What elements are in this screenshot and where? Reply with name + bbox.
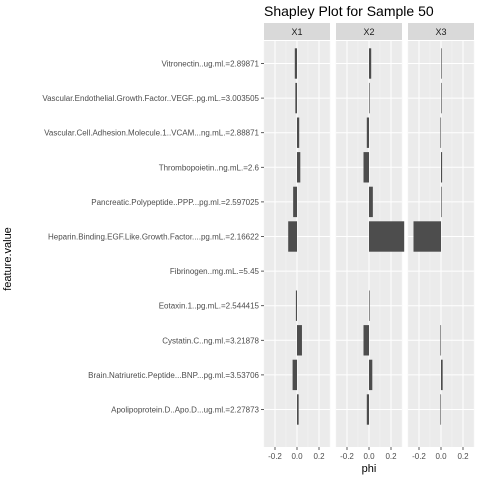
facet-panel-x2: X2 -0.2 0.0 0.2 [335,23,405,461]
bar [440,325,442,356]
bar [441,152,443,183]
x-tick-label: 0.2 [385,452,397,461]
x-tick-label: 0.0 [435,452,447,461]
bar [413,221,441,252]
facet-panel-x1: X1 -0.2 0.0 0.2 [263,23,331,461]
bar [441,48,442,79]
bar [369,221,405,252]
bar [441,359,443,391]
bar [288,221,297,252]
y-tick-label: Thrombopoietin..ng.mL.=2.6 [159,163,260,172]
y-axis-tick-labels: Vitronectin..ug.ml.=2.89871 Vascular.Endo… [42,60,264,415]
bar [440,394,442,425]
facet-strip [336,23,402,40]
y-tick-label: Fibrinogen..mg.mL.=5.45 [170,267,260,276]
bar [441,186,442,218]
facet-strip [264,23,330,40]
bar [441,82,442,114]
facet-strip-label: X3 [435,27,446,37]
x-tick-label: 0.0 [363,452,375,461]
bar [297,256,298,286]
x-tick-label: 0.0 [291,452,303,461]
bar [297,325,302,356]
y-tick-label: Vascular.Endothelial.Growth.Factor..VEGF… [42,94,259,103]
y-tick-label: Brain.Natriuretic.Peptide...BNP...pg.ml.… [88,371,259,380]
y-tick-label: Vitronectin..ug.ml.=2.89871 [162,60,260,69]
facet-panel-x3: X3 -0.2 0.0 0.2 [407,23,475,461]
bar [440,117,442,148]
bar [297,152,301,183]
bar [297,394,299,425]
y-tick-label: Vascular.Cell.Adhesion.Molecule.1..VCAM.… [44,129,259,138]
bar [363,152,369,183]
bar [295,82,297,114]
y-tick-label: Apolipoprotein.D..Apo.D...ug.ml.=2.27873 [111,406,259,415]
x-tick-label: -0.2 [268,452,282,461]
bar [369,48,372,79]
bar [441,256,442,286]
bar [295,290,297,321]
chart-title: Shapley Plot for Sample 50 [264,3,434,19]
facet-strip-label: X2 [363,27,374,37]
bar [369,290,370,321]
x-tick-label: 0.2 [457,452,469,461]
y-tick-label: Heparin.Binding.EGF.Like.Growth.Factor..… [48,233,260,242]
y-tick-label: Cystatin.C..ng.ml.=3.21878 [162,336,259,345]
x-axis-title: phi [362,463,377,475]
bar [294,48,297,79]
y-axis-title: feature.value [2,227,14,291]
bar [297,117,300,148]
bar [441,291,442,321]
bar [369,186,373,218]
x-tick-label: -0.2 [412,452,426,461]
bar [366,117,369,148]
x-tick-label: 0.2 [313,452,325,461]
facet-panels: X1 -0.2 0.0 0.2 X2 -0.2 0.0 0.2 X3 -0.2 0.0 0.2 [263,23,475,461]
bar [369,82,370,114]
y-tick-label: Eotaxin.1..pg.mL.=2.544415 [159,302,260,311]
facet-strip [408,23,474,40]
bar [293,186,297,218]
bar [363,325,369,356]
facet-strip-label: X1 [291,27,302,37]
bar [366,394,369,425]
x-tick-label: -0.2 [340,452,354,461]
bar [369,359,373,391]
bar [369,256,370,286]
bar [292,359,297,391]
y-tick-label: Pancreatic.Polypeptide..PPP...pg.ml.=2.5… [91,198,259,207]
